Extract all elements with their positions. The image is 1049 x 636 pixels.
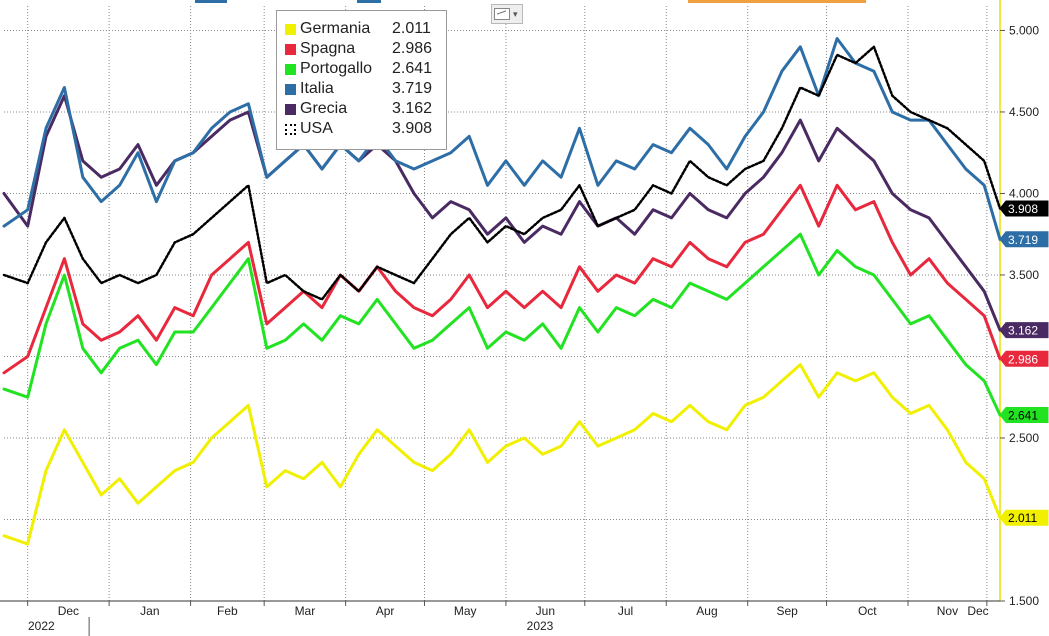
y-tick-label: 1.500 (1009, 594, 1039, 608)
legend-swatch (285, 123, 296, 135)
legend-series-value: 2.641 (392, 60, 433, 77)
legend-series-name: Germania (300, 20, 371, 37)
chart-menu-button[interactable]: ▾ (491, 4, 523, 24)
legend-item: Portogallo 2.641 (285, 59, 446, 79)
series-line-usa (2, 45, 1002, 301)
last-value-flag (999, 322, 1049, 339)
x-tick-label: Apr (376, 604, 395, 618)
last-value-flag (999, 407, 1049, 424)
y-tick-label: 2.500 (1009, 431, 1039, 445)
legend-series-value: 2.011 (392, 20, 431, 37)
legend-item: Grecia 3.162 (285, 99, 446, 119)
top-strip-right (688, 0, 866, 3)
last-value-label: 2.986 (1008, 352, 1038, 366)
last-value-label: 3.162 (1008, 324, 1038, 338)
legend-series-name: Italia (300, 80, 334, 97)
y-tick-label: 4.000 (1009, 186, 1039, 200)
x-year-label: 2023 (527, 619, 554, 633)
legend-swatch (285, 43, 296, 55)
last-value-flag (999, 350, 1049, 367)
x-tick-label: Sep (776, 604, 798, 618)
legend-swatch (285, 103, 296, 115)
y-tick-label: 3.500 (1009, 268, 1039, 282)
x-tick-label: Dec (58, 604, 79, 618)
legend-series-value: 3.908 (392, 120, 433, 137)
legend-swatch (285, 83, 296, 95)
chart-icon (494, 8, 510, 20)
legend-series-value: 2.986 (392, 40, 433, 57)
last-value-flag (999, 200, 1049, 217)
series-line-italia (2, 37, 1002, 241)
x-tick-label: Jan (140, 604, 159, 618)
legend-series-name: USA (300, 120, 333, 137)
legend-item: Germania 2.011 (285, 19, 446, 39)
legend-item: Spagna 2.986 (285, 39, 446, 59)
x-tick-label: Aug (696, 604, 717, 618)
legend-series-name: Grecia (300, 100, 348, 117)
legend-series-name: Spagna (300, 40, 356, 57)
top-strip-middle (357, 0, 381, 3)
legend-item: USA 3.908 (285, 119, 446, 139)
x-tick-label: Dec (967, 604, 988, 618)
x-tick-label: May (454, 604, 477, 618)
x-year-label: 2022 (28, 619, 55, 633)
last-value-label: 3.719 (1008, 233, 1038, 247)
y-tick-label: 5.000 (1009, 23, 1039, 37)
series-line-germania (2, 363, 1002, 546)
legend-series-value: 3.162 (392, 100, 433, 117)
x-tick-label: Jun (536, 604, 555, 618)
last-value-flag (999, 231, 1049, 248)
x-tick-label: Feb (217, 604, 238, 618)
legend-series-name: Portogallo (300, 60, 373, 77)
x-tick-label: Jul (618, 604, 633, 618)
y-tick-label: 4.500 (1009, 105, 1039, 119)
last-value-label: 2.011 (1008, 511, 1037, 525)
chart-legend: Germania 2.011 Spagna 2.986 Portogallo 2… (276, 10, 447, 150)
top-strip-left (195, 0, 227, 3)
last-value-flag (999, 509, 1049, 526)
last-value-label: 2.641 (1008, 409, 1038, 423)
x-tick-label: Mar (295, 604, 316, 618)
last-value-label: 3.908 (1008, 202, 1038, 216)
series-line-portogallo (2, 232, 1002, 417)
x-tick-label: Nov (937, 604, 958, 618)
legend-series-value: 3.719 (392, 80, 433, 97)
x-tick-label: Oct (858, 604, 877, 618)
chevron-down-icon: ▾ (513, 8, 518, 19)
series-line-spagna (2, 183, 1002, 375)
legend-swatch (285, 23, 296, 35)
legend-item: Italia 3.719 (285, 79, 446, 99)
legend-swatch (285, 63, 296, 75)
